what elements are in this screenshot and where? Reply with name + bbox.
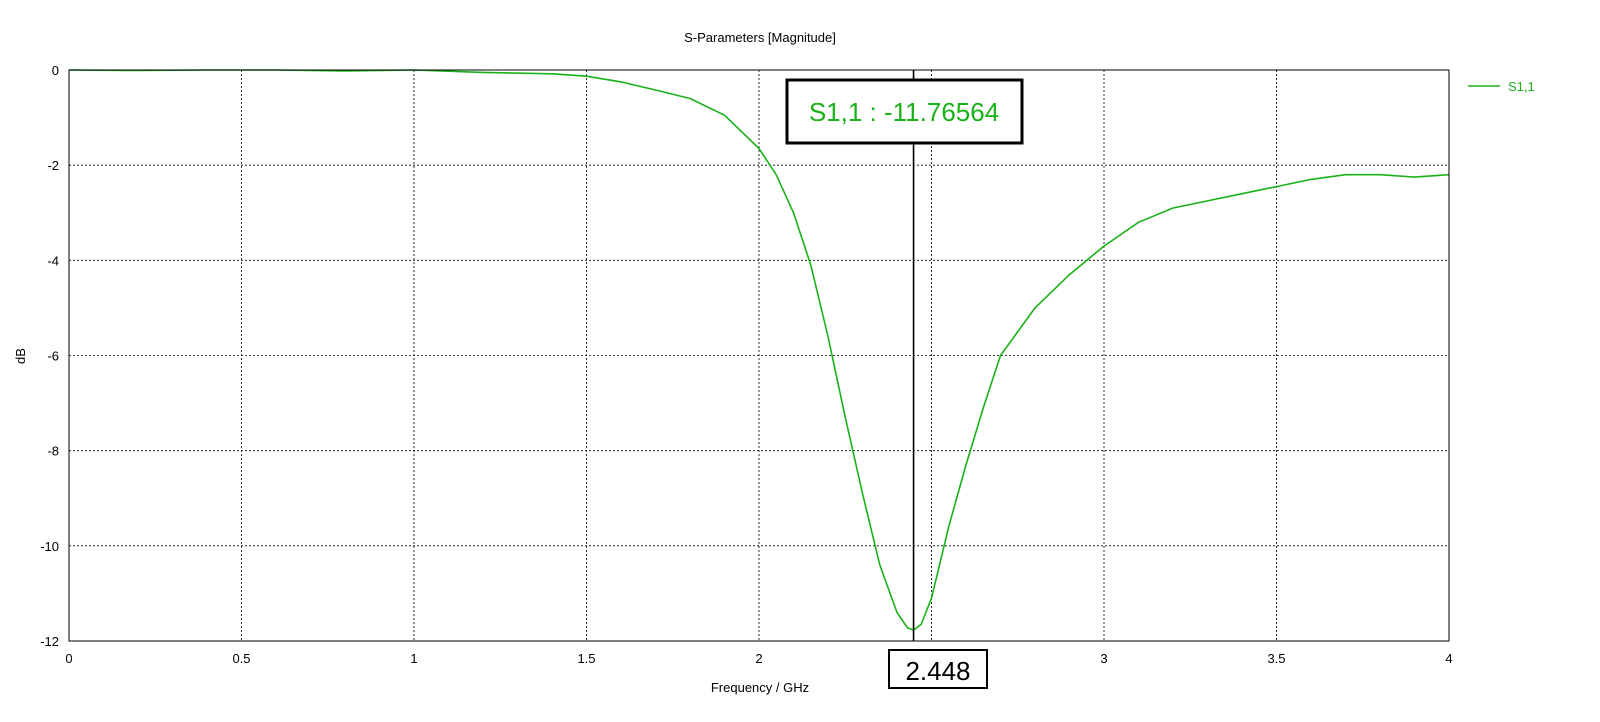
chart-title: S-Parameters [Magnitude] [684,30,836,45]
legend-label-s11: S1,1 [1508,79,1535,94]
x-tick-label: 1 [410,651,417,666]
x-tick-label: 3.5 [1267,651,1285,666]
y-tick-label: -2 [47,158,59,173]
marker-group[interactable]: S1,1 : -11.76564 2.448 [785,70,1024,689]
x-tick-label: 1.5 [577,651,595,666]
plot-area-border [68,69,1450,642]
grid-lines [69,70,1449,641]
y-tick-label: -6 [47,349,59,364]
y-tick-label: -4 [47,253,59,268]
series-lines [68,69,1450,631]
marker-x-box [888,649,988,689]
marker-x-label: 2.448 [905,656,970,686]
x-tick-label: 3 [1100,651,1107,666]
x-axis-label: Frequency / GHz [711,680,809,695]
y-tick-label: -10 [40,539,59,554]
y-tick-label: -12 [40,634,59,649]
legend: S1,1 [1468,79,1535,94]
y-axis-label: dB [13,348,28,364]
y-tick-label: 0 [52,63,59,78]
x-tick-label: 2 [755,651,762,666]
series-line-s11 [68,69,1450,631]
tick-labels: 00.511.522.533.540-2-4-6-8-10-12 [40,63,1452,666]
marker-value-box [785,78,1024,145]
x-tick-label: 0 [65,651,72,666]
y-tick-label: -8 [47,444,59,459]
marker-value-label: S1,1 : -11.76564 [809,97,999,127]
x-tick-label: 4 [1445,651,1452,666]
x-tick-label: 0.5 [232,651,250,666]
